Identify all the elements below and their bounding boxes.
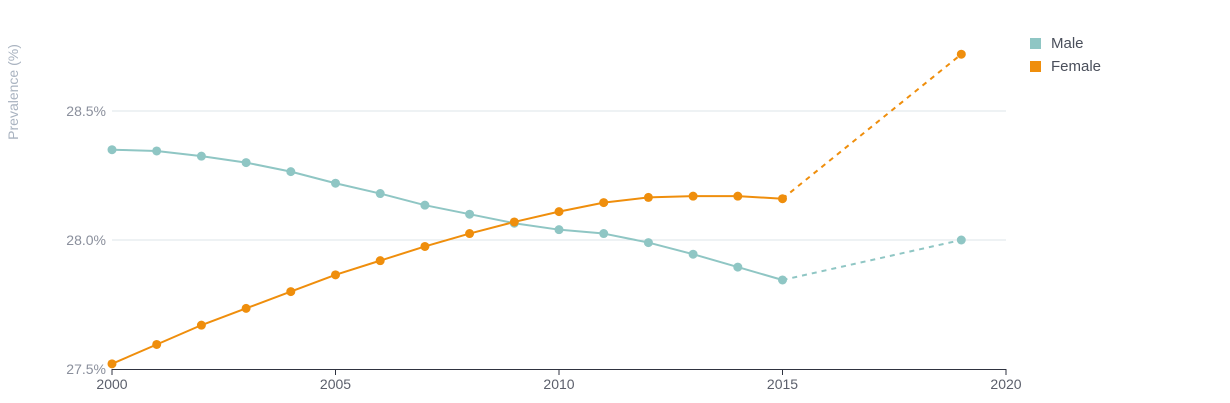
data-point-male[interactable]: [241, 158, 251, 168]
data-point-male[interactable]: [375, 189, 385, 199]
x-tick-label: 2000: [96, 376, 127, 392]
x-tick-label: 2020: [990, 376, 1021, 392]
data-point-male[interactable]: [688, 249, 698, 259]
y-tick-label: 28.5%: [66, 103, 106, 119]
x-axis-ticks: 2000 2005 2010 2015 2020: [96, 369, 1022, 392]
data-point-female[interactable]: [688, 191, 698, 201]
x-tick-label: 2005: [320, 376, 351, 392]
data-point-male[interactable]: [420, 200, 430, 210]
data-point-male[interactable]: [554, 225, 564, 235]
data-point-male[interactable]: [733, 262, 743, 272]
data-point-female[interactable]: [107, 359, 117, 369]
x-tick-label: 2015: [767, 376, 798, 392]
data-point-female[interactable]: [599, 198, 609, 208]
series-line-female-projection: [781, 53, 962, 200]
y-tick-label: 27.5%: [66, 361, 106, 377]
legend-item-male[interactable]: Male: [1030, 32, 1101, 55]
x-tick-label: 2010: [543, 376, 574, 392]
data-point-male[interactable]: [599, 229, 609, 239]
data-point-female[interactable]: [778, 194, 787, 204]
data-point-male[interactable]: [465, 209, 475, 219]
data-point-male[interactable]: [152, 146, 162, 156]
data-point-female[interactable]: [420, 241, 430, 251]
data-point-male[interactable]: [286, 167, 296, 177]
data-point-male[interactable]: [196, 151, 206, 161]
series-line-male-projection: [782, 239, 962, 281]
legend-item-female[interactable]: Female: [1030, 55, 1101, 78]
series-line-male: [111, 148, 783, 281]
data-point-female[interactable]: [733, 191, 743, 201]
legend-label-male: Male: [1051, 35, 1084, 52]
data-point-female[interactable]: [956, 49, 966, 59]
series-lines: [111, 53, 962, 365]
data-point-male[interactable]: [107, 145, 117, 155]
y-axis-ticks: 27.5% 28.0% 28.5%: [66, 103, 106, 377]
data-point-male[interactable]: [331, 178, 340, 188]
legend: Male Female: [1030, 32, 1101, 78]
data-point-female[interactable]: [241, 303, 251, 313]
data-point-female[interactable]: [196, 320, 206, 330]
legend-label-female: Female: [1051, 58, 1102, 75]
data-point-male[interactable]: [778, 275, 787, 285]
data-point-female[interactable]: [554, 207, 564, 217]
data-point-male[interactable]: [643, 238, 653, 248]
series-line-female: [111, 195, 783, 365]
data-point-female[interactable]: [375, 256, 385, 266]
data-point-female[interactable]: [286, 287, 296, 297]
data-point-female[interactable]: [331, 270, 340, 280]
data-point-female[interactable]: [643, 192, 653, 202]
data-point-female[interactable]: [509, 217, 519, 227]
y-tick-label: 28.0%: [66, 232, 106, 248]
legend-swatch-female: [1030, 61, 1041, 72]
data-point-female[interactable]: [152, 339, 162, 349]
series-points: [107, 49, 966, 369]
data-point-male[interactable]: [956, 235, 966, 245]
data-point-female[interactable]: [465, 229, 475, 239]
grid-lines: [112, 110, 1006, 241]
y-axis-label: Prevalence (%): [5, 44, 21, 140]
legend-swatch-male: [1030, 38, 1041, 49]
